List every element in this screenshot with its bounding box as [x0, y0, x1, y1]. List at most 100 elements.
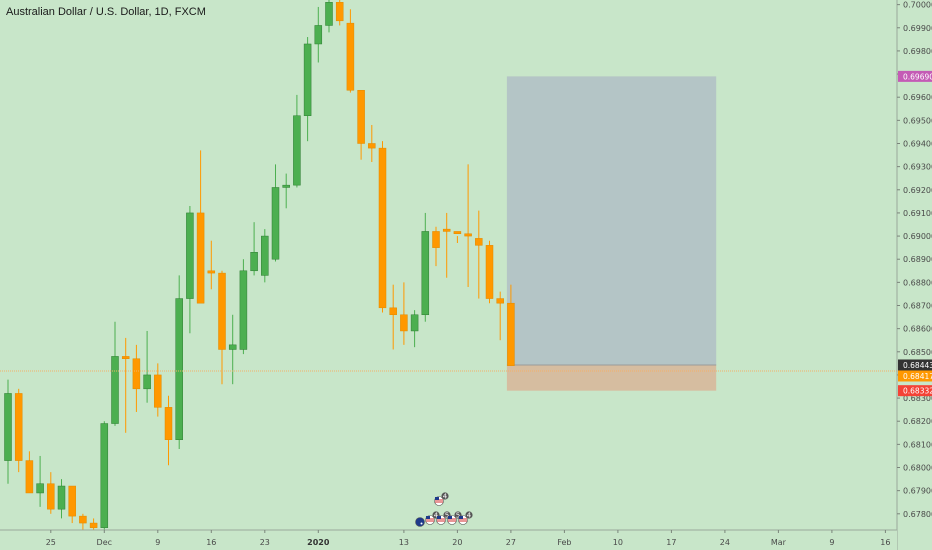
candle[interactable] [47, 472, 55, 514]
candle[interactable] [186, 205, 194, 334]
candle[interactable] [442, 212, 451, 278]
candle[interactable] [36, 455, 44, 507]
candle[interactable] [314, 6, 323, 63]
candle-body [132, 358, 141, 390]
candle-body [282, 184, 290, 188]
candle[interactable] [218, 270, 226, 385]
candle[interactable] [175, 275, 183, 449]
candle[interactable] [111, 321, 119, 426]
candle-body [79, 515, 87, 524]
candle[interactable] [507, 284, 515, 366]
price-badge: 0.68417 [898, 370, 932, 382]
candle[interactable] [121, 337, 130, 433]
candle[interactable] [132, 344, 141, 412]
candle[interactable] [464, 164, 472, 287]
candle-body [239, 270, 248, 350]
candle[interactable] [421, 212, 430, 322]
take-profit-zone[interactable] [506, 364, 717, 391]
candle[interactable] [475, 210, 483, 299]
candle[interactable] [14, 388, 23, 473]
event-flag[interactable]: 4 [458, 511, 473, 525]
candle[interactable] [378, 141, 387, 313]
candle-body [25, 460, 34, 494]
candle[interactable] [335, 0, 344, 26]
flag-canton [437, 516, 441, 519]
candle[interactable] [346, 9, 355, 93]
event-flag[interactable] [415, 517, 425, 527]
candle[interactable] [89, 518, 98, 530]
flag-stripe [448, 520, 456, 522]
candle[interactable] [389, 284, 397, 350]
candle[interactable] [496, 291, 504, 341]
event-flag[interactable]: 5 [436, 511, 451, 525]
x-tick-label: Dec [97, 538, 112, 547]
event-flag[interactable]: 4 [434, 492, 449, 506]
candle[interactable] [100, 421, 109, 530]
candle-body [186, 212, 194, 299]
x-tick-label: Feb [557, 538, 571, 547]
candle[interactable] [79, 513, 87, 530]
candle[interactable] [325, 0, 333, 33]
stop-loss-zone[interactable] [506, 76, 717, 365]
candle[interactable] [282, 173, 290, 209]
candle[interactable] [196, 150, 205, 304]
candle-body [314, 25, 323, 45]
event-flag[interactable]: 5 [447, 511, 462, 525]
candle[interactable] [303, 37, 312, 142]
candle[interactable] [261, 229, 269, 283]
candle[interactable] [357, 90, 365, 160]
candle-body [368, 143, 376, 149]
candle[interactable] [453, 231, 462, 244]
candle[interactable] [293, 94, 301, 188]
price-badge-bg [898, 359, 932, 371]
candle[interactable] [164, 395, 173, 466]
event-count-badge [465, 511, 473, 519]
event-count-label: 5 [445, 511, 449, 519]
candle-body [346, 22, 355, 91]
candle-body [154, 374, 162, 408]
candle[interactable] [485, 240, 494, 304]
candle[interactable] [143, 330, 151, 403]
x-axis-panel[interactable] [0, 530, 897, 550]
x-tick-label: 23 [260, 538, 270, 547]
price-badge-bg [898, 385, 932, 397]
y-axis-panel[interactable] [897, 0, 932, 550]
candle[interactable] [400, 282, 408, 345]
candlestick-series [4, 0, 515, 530]
candle-body [442, 228, 451, 232]
candle[interactable] [239, 259, 248, 355]
candle[interactable] [57, 479, 66, 519]
candle[interactable] [4, 379, 12, 484]
candle[interactable] [368, 124, 376, 163]
candle-body [303, 43, 312, 116]
flag-canton [426, 516, 430, 519]
candle[interactable] [410, 310, 419, 348]
price-badge-label: 0.68332 [903, 387, 932, 396]
event-count-label: 4 [434, 511, 439, 519]
candle[interactable] [207, 240, 216, 290]
candle[interactable] [432, 226, 440, 267]
flag-stripe [426, 520, 434, 522]
price-badges: 0.69690 0.68443 0.68417 0.68332 [898, 70, 932, 397]
x-tick-label: Mar [771, 538, 787, 547]
candle[interactable] [271, 164, 280, 262]
price-badge-label: 0.68443 [903, 361, 932, 370]
flag-stripe [435, 501, 443, 503]
x-tick-label: 16 [880, 538, 890, 547]
candle[interactable] [68, 485, 76, 524]
candle[interactable] [25, 451, 34, 494]
candle[interactable] [250, 222, 258, 276]
candle[interactable] [154, 363, 162, 417]
candle[interactable] [228, 314, 237, 385]
